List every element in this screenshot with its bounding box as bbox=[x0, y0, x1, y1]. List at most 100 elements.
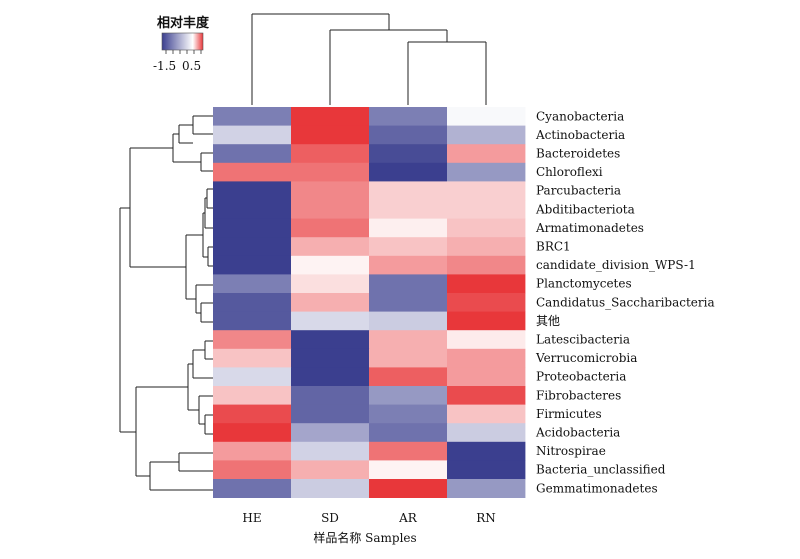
heatmap-cell bbox=[447, 330, 526, 350]
heatmap-cell bbox=[213, 274, 292, 294]
heatmap-cell bbox=[213, 107, 292, 126]
row-label: Actinobacteria bbox=[535, 128, 625, 142]
row-label: Parcubacteria bbox=[536, 184, 621, 198]
heatmap-cell bbox=[291, 181, 370, 201]
row-label: Abditibacteriota bbox=[535, 202, 635, 216]
color-legend: 相对丰度 -1.5 0.5 bbox=[153, 15, 210, 73]
heatmap-cell bbox=[291, 460, 370, 480]
row-label: Candidatus_Saccharibacteria bbox=[536, 295, 715, 309]
heatmap-cell bbox=[369, 107, 448, 126]
heatmap-cell bbox=[369, 441, 448, 461]
heatmap-cells bbox=[213, 107, 526, 498]
row-label: Bacteria_unclassified bbox=[536, 463, 666, 477]
row-label: Acidobacteria bbox=[535, 426, 620, 440]
heatmap-cell bbox=[213, 386, 292, 405]
heatmap-cell bbox=[291, 367, 370, 387]
heatmap-cell bbox=[447, 423, 526, 443]
column-label: AR bbox=[398, 511, 418, 525]
heatmap-cell bbox=[447, 311, 526, 331]
heatmap-cell bbox=[213, 293, 292, 312]
heatmap-cell bbox=[447, 460, 526, 480]
heatmap-cell bbox=[213, 423, 292, 443]
heatmap-cell bbox=[447, 348, 526, 368]
heatmap-cell bbox=[447, 181, 526, 201]
heatmap-cell bbox=[447, 386, 526, 405]
heatmap-cell bbox=[369, 423, 448, 443]
heatmap-cell bbox=[291, 311, 370, 331]
heatmap-cell bbox=[369, 181, 448, 201]
row-label: Proteobacteria bbox=[536, 370, 626, 384]
x-axis-title: 样品名称 Samples bbox=[313, 530, 416, 545]
heatmap-cell bbox=[291, 107, 370, 126]
heatmap-cell bbox=[291, 274, 370, 294]
heatmap-cell bbox=[369, 330, 448, 350]
row-label: Bacteroidetes bbox=[536, 147, 620, 161]
heatmap-cell bbox=[369, 237, 448, 257]
heatmap-cell bbox=[291, 144, 370, 164]
heatmap-cell bbox=[213, 311, 292, 331]
heatmap-cell bbox=[447, 162, 526, 182]
row-labels: Cyanobacteria Actinobacteria Bacteroidetes… bbox=[535, 109, 715, 495]
heatmap-cell bbox=[447, 255, 526, 275]
heatmap-cell bbox=[447, 237, 526, 257]
legend-tick-high: 0.5 bbox=[182, 59, 201, 73]
heatmap-cell bbox=[213, 367, 292, 387]
heatmap-cell bbox=[291, 162, 370, 182]
heatmap-cell bbox=[369, 125, 448, 145]
heatmap-cell bbox=[291, 255, 370, 275]
row-label: BRC1 bbox=[536, 240, 571, 254]
heatmap-cell bbox=[291, 293, 370, 312]
row-label: Chloroflexi bbox=[536, 165, 603, 179]
row-label: Gemmatimonadetes bbox=[536, 481, 658, 495]
heatmap-cell bbox=[369, 200, 448, 219]
heatmap-cell bbox=[213, 237, 292, 257]
legend-tick-low: -1.5 bbox=[153, 59, 176, 73]
heatmap-cell bbox=[213, 460, 292, 480]
heatmap-cell bbox=[447, 479, 526, 498]
heatmap-cell bbox=[213, 404, 292, 424]
heatmap-cell bbox=[369, 479, 448, 498]
heatmap-cell bbox=[291, 200, 370, 219]
heatmap-cell bbox=[213, 144, 292, 164]
heatmap-cell bbox=[213, 479, 292, 498]
row-label: Cyanobacteria bbox=[536, 109, 624, 123]
heatmap-cell bbox=[291, 423, 370, 443]
column-label: HE bbox=[242, 511, 261, 525]
column-label: RN bbox=[476, 511, 496, 525]
legend-title: 相对丰度 bbox=[157, 15, 210, 31]
heatmap-cell bbox=[369, 162, 448, 182]
heatmap-cell bbox=[291, 218, 370, 238]
row-label: Nitrospirae bbox=[536, 444, 606, 458]
heatmap-cell bbox=[291, 330, 370, 350]
row-label: Latescibacteria bbox=[536, 333, 630, 347]
heatmap-cell bbox=[213, 255, 292, 275]
heatmap-cell bbox=[369, 404, 448, 424]
heatmap-cell bbox=[447, 107, 526, 126]
heatmap-cell bbox=[213, 218, 292, 238]
heatmap-cell bbox=[291, 237, 370, 257]
heatmap-cell bbox=[447, 441, 526, 461]
row-label: 其他 bbox=[536, 314, 560, 328]
row-dendrogram bbox=[119, 115, 213, 491]
heatmap-cell bbox=[213, 162, 292, 182]
heatmap-cell bbox=[447, 274, 526, 294]
heatmap-cell bbox=[291, 386, 370, 405]
heatmap-cell bbox=[291, 441, 370, 461]
column-dendrogram bbox=[251, 13, 487, 105]
heatmap-cell bbox=[447, 144, 526, 164]
heatmap-cell bbox=[213, 330, 292, 350]
heatmap-cell bbox=[369, 386, 448, 405]
column-label: SD bbox=[321, 511, 339, 525]
heatmap-cell bbox=[369, 311, 448, 331]
heatmap-cell bbox=[369, 367, 448, 387]
heatmap-cell bbox=[447, 404, 526, 424]
heatmap-cell bbox=[369, 218, 448, 238]
column-labels: HE SD AR RN bbox=[242, 511, 495, 525]
heatmap-cell bbox=[213, 200, 292, 219]
heatmap-cell bbox=[447, 218, 526, 238]
heatmap-cell bbox=[213, 441, 292, 461]
heatmap-cell bbox=[369, 274, 448, 294]
row-label: candidate_division_WPS-1 bbox=[536, 258, 696, 272]
heatmap-cell bbox=[447, 200, 526, 219]
